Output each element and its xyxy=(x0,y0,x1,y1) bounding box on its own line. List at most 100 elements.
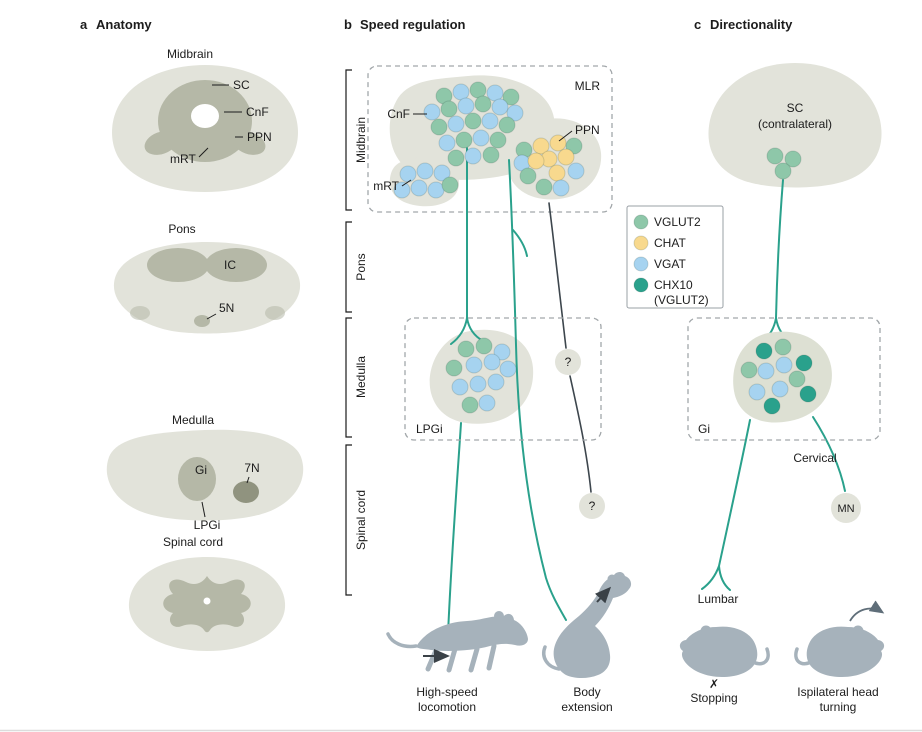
unknown-target-1 xyxy=(555,349,581,375)
medulla-section-title: Medulla xyxy=(172,413,214,427)
projection-unknown xyxy=(548,202,592,493)
medulla-gi-nucleus xyxy=(178,457,216,501)
bracket-midbrain xyxy=(345,69,352,211)
label-mn: MN xyxy=(837,503,854,515)
midbrain-section-title: Midbrain xyxy=(167,47,213,61)
label-cnf-b: CnF xyxy=(387,107,410,121)
mrt-leader-line xyxy=(198,147,209,158)
caption-body-extension-1: Body xyxy=(573,685,600,699)
panel-a-title: Anatomy xyxy=(96,17,152,32)
stop-cross-mark: ✗ xyxy=(709,677,719,691)
panel-b: b Speed regulation Midbrain Pons Medulla… xyxy=(344,17,724,714)
pons-right-nub xyxy=(265,306,285,320)
label-sc-c-2: (contralateral) xyxy=(758,117,832,131)
gi-neuron-cluster xyxy=(740,338,817,415)
sc-neuron-cluster xyxy=(766,147,802,180)
pons-5n-nucleus xyxy=(194,315,210,327)
mouse-rearing-tail xyxy=(542,645,561,671)
medulla-dashed-box xyxy=(404,317,602,441)
mrt-b-leader xyxy=(401,179,412,187)
panel-b-key: b xyxy=(344,17,352,32)
label-gi-c: Gi xyxy=(698,422,710,436)
axis-label-medulla: Medulla xyxy=(354,356,368,398)
caption-head-turning-2: turning xyxy=(820,700,857,714)
mouse-head-turning-tail xyxy=(794,647,813,666)
projection-lpgi-to-spinal xyxy=(447,422,462,635)
pons-section-title: Pons xyxy=(168,222,195,236)
label-lpgi-a: LPGi xyxy=(194,518,221,532)
caption-stopping: Stopping xyxy=(690,691,737,705)
panel-c-key: c xyxy=(694,17,701,32)
mouse-running xyxy=(386,611,528,673)
label-cervical: Cervical xyxy=(793,451,836,465)
mn-circle xyxy=(831,493,861,523)
bracket-medulla xyxy=(345,317,352,438)
spinal-central-canal xyxy=(203,597,211,605)
caption-high-speed-1: High-speed xyxy=(416,685,477,699)
label-mrt: mRT xyxy=(170,152,196,166)
mouse-stopping-ear xyxy=(700,625,712,637)
legend-box xyxy=(626,205,724,309)
label-gi-a: Gi xyxy=(195,463,207,477)
panel-c: c Directionality SC (contralateral) Gi C… xyxy=(679,17,885,714)
legend-label-chx10: CHX10 xyxy=(654,278,693,292)
label-cnf: CnF xyxy=(246,105,269,119)
caption-high-speed-2: locomotion xyxy=(418,700,476,714)
mouse-running-tail xyxy=(386,632,418,649)
label-lumbar: Lumbar xyxy=(698,592,739,606)
label-sc-c-1: SC xyxy=(787,101,804,115)
label-7n: 7N xyxy=(244,461,259,475)
panel-b-title: Speed regulation xyxy=(360,17,466,32)
mouse-rearing-body xyxy=(553,571,632,678)
legend-swatch-chx10 xyxy=(633,277,649,293)
label-mlr: MLR xyxy=(575,79,601,93)
mouse-rearing xyxy=(542,571,632,678)
label-ic: IC xyxy=(224,258,236,272)
pons-ic-right xyxy=(205,248,267,282)
panel-a: a Anatomy Midbrain SC CnF PPN mRT Pons I… xyxy=(80,17,304,651)
mrt-neuron-cluster xyxy=(393,162,459,199)
medulla-7n-nucleus xyxy=(233,481,259,503)
head-turn-arrow xyxy=(849,600,885,622)
legend-label-chx10-line2: (VGLUT2) xyxy=(654,293,709,307)
panel-c-title: Directionality xyxy=(710,17,793,32)
mouse-running-ear xyxy=(494,611,504,621)
projection-branch-pons xyxy=(512,229,528,257)
midbrain-aqueduct xyxy=(191,104,219,128)
projection-gi-to-mn xyxy=(812,416,846,492)
label-mrt-b: mRT xyxy=(373,179,399,193)
pons-left-nub xyxy=(130,306,150,320)
mlr-dashed-box xyxy=(367,65,613,213)
axis-label-spinal: Spinal cord xyxy=(354,490,368,550)
caption-head-turning-1: Ispilateral head xyxy=(797,685,878,699)
legend-label-chat: CHAT xyxy=(654,236,686,250)
unknown-target-2 xyxy=(579,493,605,519)
legend-label-vgat: VGAT xyxy=(654,257,686,271)
label-ppn-b: PPN xyxy=(575,123,600,137)
legend-label-vglut2: VGLUT2 xyxy=(654,215,701,229)
n7-leader-line xyxy=(246,476,250,484)
sc-region xyxy=(708,63,882,188)
extension-arrow xyxy=(595,586,612,604)
legend-swatch-vglut2 xyxy=(633,214,649,230)
mouse-running-body xyxy=(416,613,528,651)
axis-label-midbrain: Midbrain xyxy=(354,117,368,163)
mouse-rearing-ear xyxy=(607,574,617,584)
cnf-neuron-cluster xyxy=(423,81,524,167)
projection-sc-to-gi xyxy=(759,179,793,345)
ppn-b-leader xyxy=(558,130,573,142)
unknown-mark-1: ? xyxy=(565,355,572,369)
panel-a-key: a xyxy=(80,17,88,32)
axis-label-pons: Pons xyxy=(354,253,368,280)
label-sc: SC xyxy=(233,78,250,92)
bracket-pons xyxy=(345,221,352,313)
legend: VGLUT2 CHAT VGAT CHX10 (VGLUT2) xyxy=(626,205,724,309)
label-lpgi-b: LPGi xyxy=(416,422,443,436)
lpgi-neuron-cluster xyxy=(445,337,517,414)
mouse-head-turning xyxy=(794,600,885,677)
projection-body-extension xyxy=(508,159,567,621)
legend-swatch-chat xyxy=(633,235,649,251)
midbrain-left-nucleus xyxy=(144,131,178,155)
